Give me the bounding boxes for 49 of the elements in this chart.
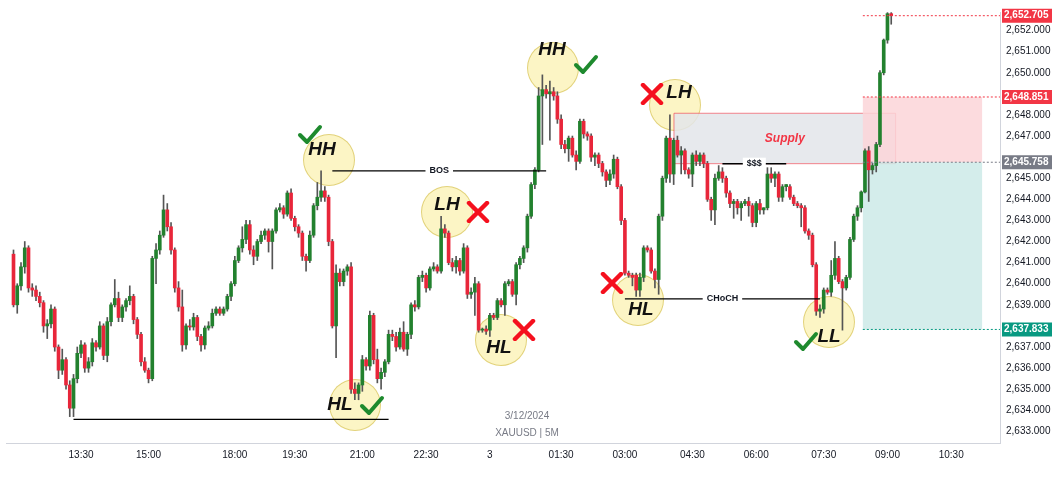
- x-tick-label: 3: [487, 448, 494, 460]
- x-tick-label: 19:30: [282, 448, 308, 460]
- annotation: HL: [628, 298, 654, 320]
- y-tick-label: 2,633.000: [1006, 425, 1051, 437]
- y-tick-label: 2,647.000: [1006, 129, 1051, 141]
- y-tick-label: 2,637.000: [1006, 340, 1051, 352]
- y-tick-label: 2,650.000: [1006, 66, 1051, 78]
- x-tick-label: 15:00: [136, 448, 162, 460]
- x-tick-label: 01:30: [548, 448, 575, 460]
- ref-line-label: 2,652.705: [1004, 9, 1049, 21]
- y-tick-label: 2,652.000: [1006, 24, 1051, 36]
- annotation: BOS: [429, 165, 449, 176]
- annotation: 3/12/2024: [504, 409, 550, 421]
- y-tick-label: 2,634.000: [1006, 404, 1051, 416]
- ref-line-label: 2,637.833: [1004, 323, 1049, 335]
- annotation: HL: [486, 336, 512, 358]
- y-tick-label: 2,651.000: [1006, 45, 1051, 57]
- y-tick-label: 2,642.000: [1006, 235, 1051, 247]
- ref-line-label: 2,645.758: [1004, 156, 1049, 167]
- annotation: HH: [308, 138, 337, 160]
- ref-line-label: 2,648.851: [1004, 90, 1049, 102]
- x-tick-label: 22:30: [413, 448, 440, 460]
- annotation: HL: [327, 393, 353, 415]
- y-tick-label: 2,644.000: [1006, 193, 1051, 205]
- annotation: XAUUSD | 5M: [495, 426, 559, 438]
- annotation: $$$: [746, 158, 762, 169]
- annotation: LH: [434, 193, 461, 215]
- annotation: LL: [817, 325, 841, 347]
- y-tick-label: 2,636.000: [1006, 361, 1051, 373]
- x-tick-label: 06:00: [743, 448, 770, 460]
- y-tick-label: 2,643.000: [1006, 214, 1051, 226]
- x-tick-label: 04:30: [679, 448, 706, 460]
- annotation: HH: [538, 38, 567, 60]
- x-tick-label: 18:00: [222, 448, 248, 460]
- y-tick-label: 2,640.000: [1006, 277, 1051, 289]
- y-tick-label: 2,645.000: [1006, 171, 1051, 183]
- y-tick-label: 2,648.000: [1006, 108, 1051, 120]
- y-tick-label: 2,639.000: [1006, 298, 1051, 310]
- annotation: LH: [666, 81, 693, 103]
- x-tick-label: 21:00: [349, 448, 376, 460]
- x-tick-label: 09:00: [874, 448, 901, 460]
- x-tick-label: 03:00: [612, 448, 638, 460]
- x-tick-label: 13:30: [68, 448, 94, 460]
- y-tick-label: 2,641.000: [1006, 256, 1051, 268]
- y-tick-label: 2,635.000: [1006, 382, 1051, 394]
- x-tick-label: 07:30: [811, 448, 837, 460]
- x-tick-label: 10:30: [938, 448, 965, 460]
- annotation: CHoCH: [706, 293, 739, 304]
- band-label: Supply: [764, 130, 807, 145]
